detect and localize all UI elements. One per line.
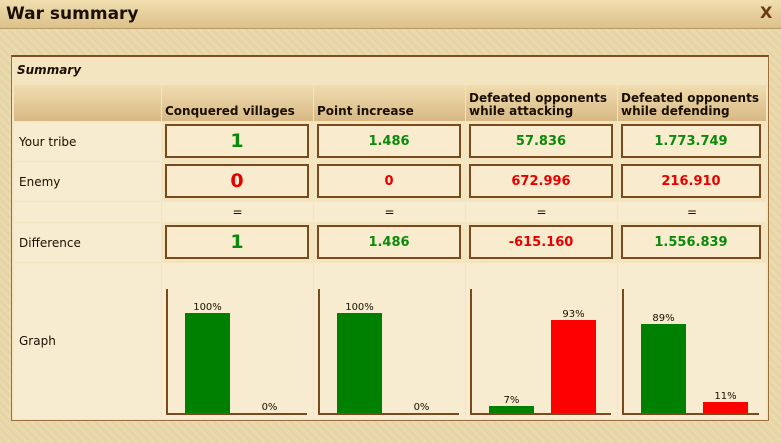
summary-panel: Summary Conquered villages Point increas… [11, 55, 769, 421]
bar-percent-label: 0% [414, 402, 430, 413]
graph-defeated-attacking: 7% 93% [469, 289, 613, 416]
row-label-enemy: Enemy [14, 162, 161, 201]
equals-sign: = [162, 202, 313, 222]
bar-percent-label: 11% [714, 391, 736, 402]
equals-sign: = [466, 202, 617, 222]
row-label-difference: Difference [14, 223, 161, 262]
equals-row-spacer [14, 202, 161, 222]
bar-enemy [703, 402, 748, 413]
header-defeated-defending: Defeated opponents while defending [618, 85, 766, 121]
header-corner [14, 85, 161, 121]
your-tribe-point-increase: 1.486 [317, 124, 461, 158]
your-tribe-conquered-villages: 1 [165, 124, 309, 158]
row-label-graph: Graph [14, 263, 161, 419]
bar-your-tribe [489, 406, 534, 413]
difference-conquered-villages: 1 [165, 225, 309, 259]
bar-percent-label: 100% [193, 302, 222, 313]
enemy-point-increase: 0 [317, 164, 461, 198]
bar-your-tribe [641, 324, 686, 413]
your-tribe-defeated-attacking: 57.836 [469, 124, 613, 158]
difference-defeated-defending: 1.556.839 [621, 225, 761, 259]
bar-chart: 7% 93% [470, 289, 611, 415]
equals-sign: = [618, 202, 766, 222]
bar-percent-label: 0% [262, 402, 278, 413]
bar-percent-label: 93% [562, 309, 584, 320]
header-defeated-attacking: Defeated opponents while attacking [466, 85, 617, 121]
enemy-conquered-villages: 0 [165, 164, 309, 198]
summary-heading: Summary [17, 63, 82, 77]
row-label-your-tribe: Your tribe [14, 122, 161, 161]
graph-conquered-villages: 100% 0% [165, 289, 309, 416]
window-title: War summary [6, 4, 139, 24]
enemy-defeated-defending: 216.910 [621, 164, 761, 198]
bar-your-tribe [337, 313, 382, 413]
bar-enemy [551, 320, 596, 413]
bar-chart: 89% 11% [622, 289, 759, 415]
header-point-increase: Point increase [314, 85, 465, 121]
enemy-defeated-attacking: 672.996 [469, 164, 613, 198]
graph-point-increase: 100% 0% [317, 289, 461, 416]
equals-sign: = [314, 202, 465, 222]
bar-chart: 100% 0% [318, 289, 459, 415]
bar-chart: 100% 0% [166, 289, 307, 415]
bar-percent-label: 100% [345, 302, 374, 313]
difference-point-increase: 1.486 [317, 225, 461, 259]
graph-defeated-defending: 89% 11% [621, 289, 761, 416]
difference-defeated-attacking: -615.160 [469, 225, 613, 259]
close-button[interactable]: X [760, 3, 773, 22]
bar-percent-label: 7% [504, 395, 520, 406]
title-bar: War summary X [0, 0, 781, 29]
bar-percent-label: 89% [652, 313, 674, 324]
your-tribe-defeated-defending: 1.773.749 [621, 124, 761, 158]
bar-your-tribe [185, 313, 230, 413]
header-conquered-villages: Conquered villages [162, 85, 313, 121]
